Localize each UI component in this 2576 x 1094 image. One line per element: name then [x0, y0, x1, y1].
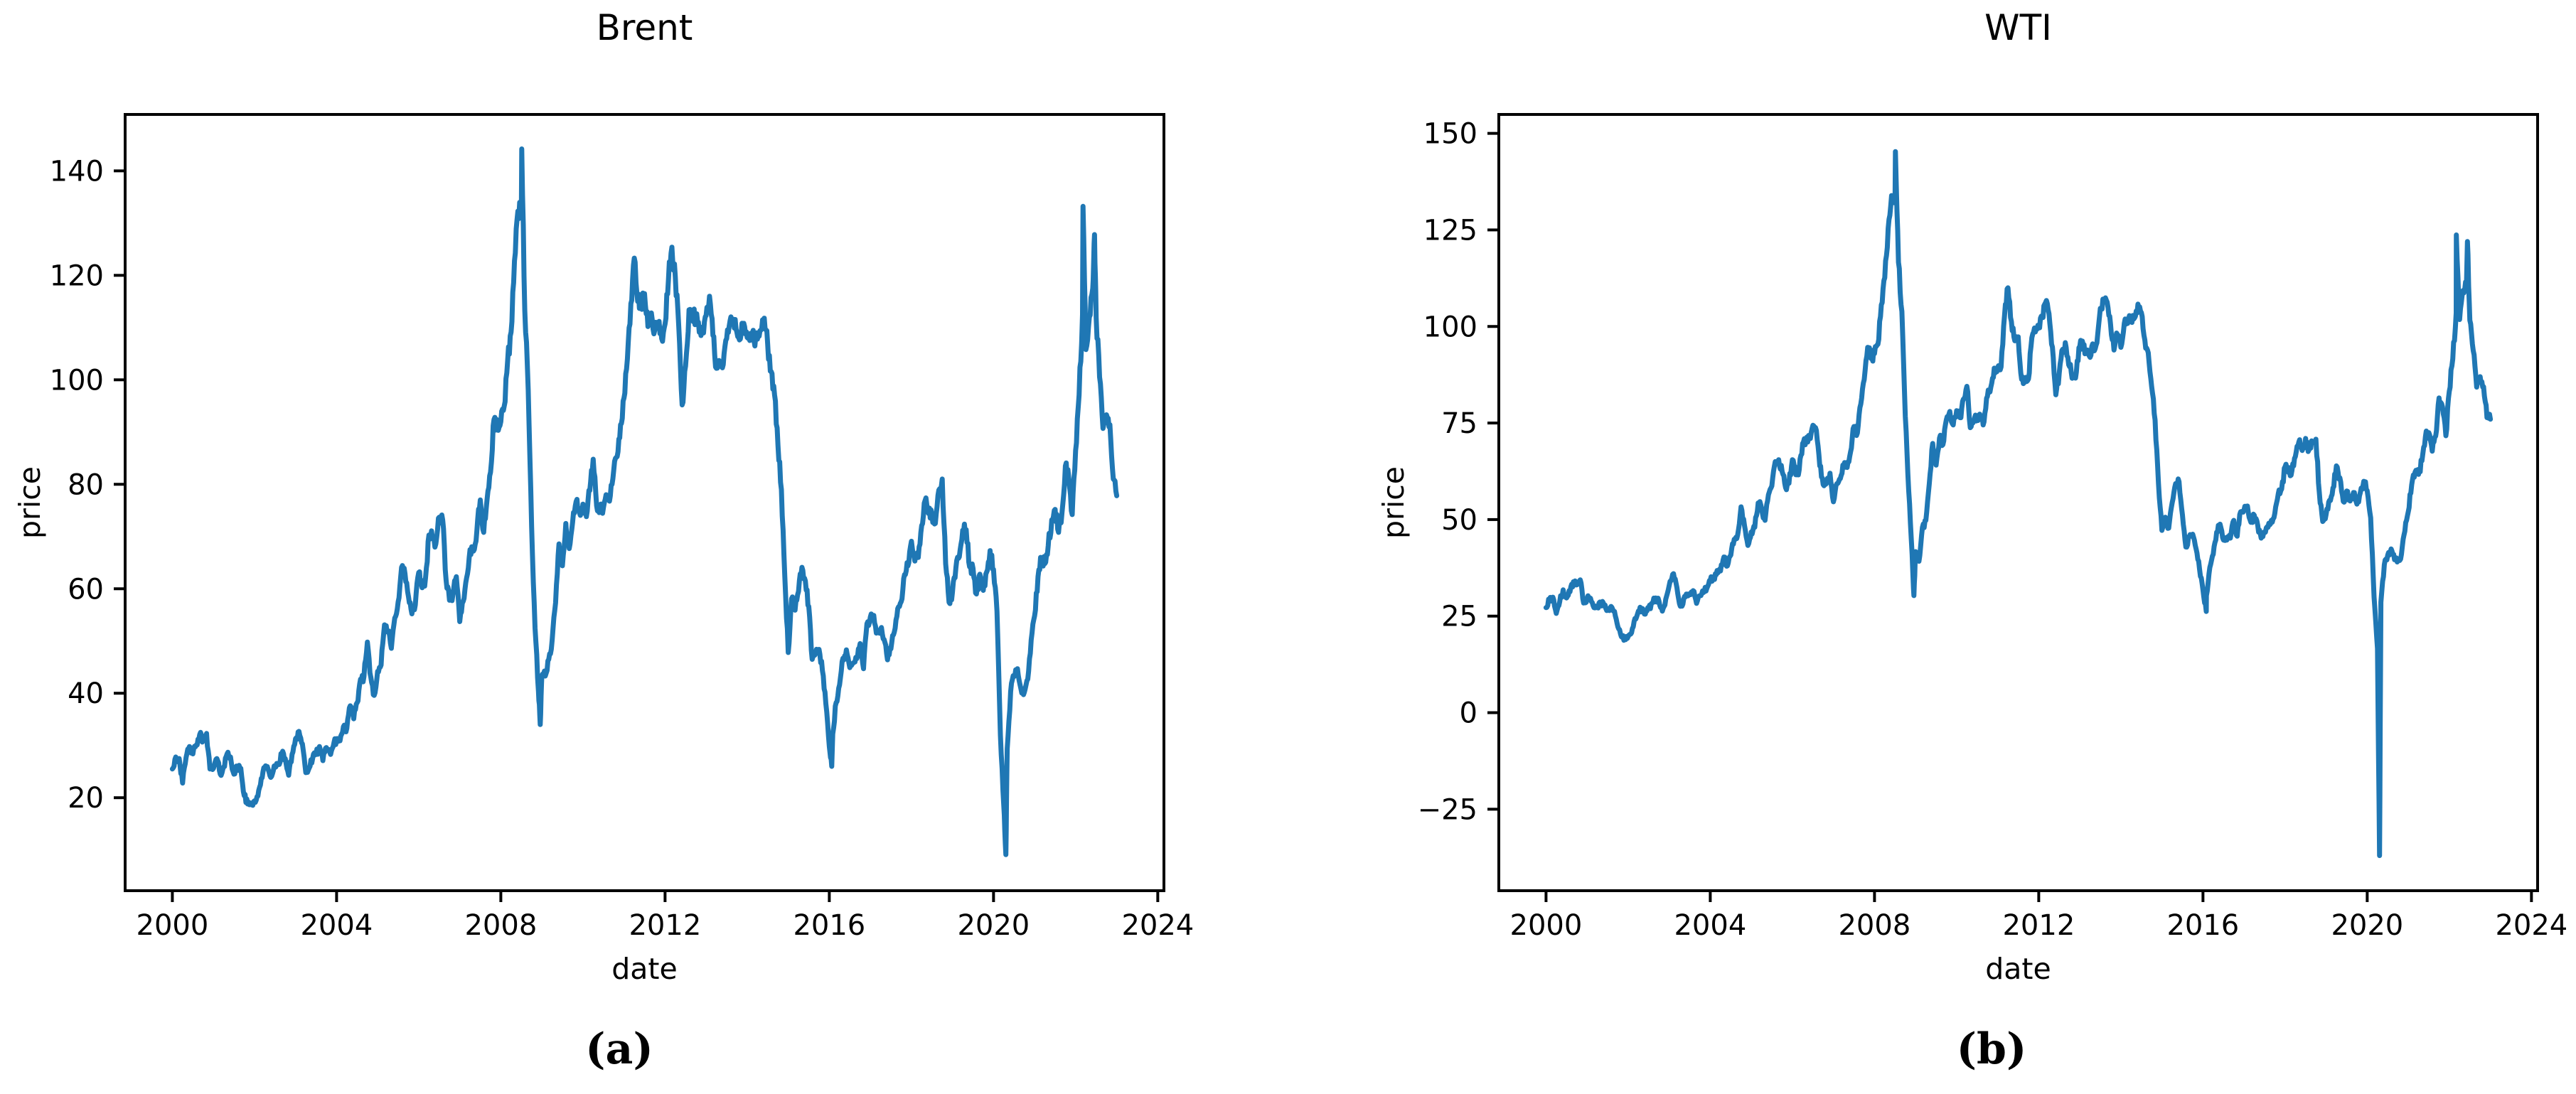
y-tick-label: 100	[50, 364, 104, 397]
chart-panel: 2000 2004 2008 2012 2016 2020 2024 20 40 60 80 100 1…	[50, 113, 1194, 942]
y-tick-label: 150	[1423, 118, 1477, 151]
x-tick-label: 2024	[1121, 909, 1194, 942]
x-tick-label: 2000	[1510, 909, 1583, 942]
x-tick-label: 2008	[1838, 909, 1910, 942]
y-tick-label: 0	[1460, 697, 1477, 730]
y-tick-label: 40	[68, 677, 104, 710]
x-axis-label-brent: date	[611, 952, 678, 986]
x-tick-label: 2012	[2002, 909, 2075, 942]
subfigure-caption-b: (b)	[1956, 1024, 2027, 1074]
chart-panel: 2000 2004 2008 2012 2016 2020 2024 −25 0 25 50 75 10…	[1418, 113, 2567, 942]
y-tick-label: 75	[1441, 407, 1477, 440]
plot-spines	[1497, 113, 2539, 892]
y-tick-label: 80	[68, 468, 104, 501]
x-tick-label: 2004	[1674, 909, 1746, 942]
price-line-series	[1543, 149, 2494, 859]
x-tick-label: 2008	[464, 909, 537, 942]
x-tick-label: 2020	[2331, 909, 2403, 942]
y-tick-label: 20	[68, 782, 104, 815]
x-axis-label-wti: date	[1985, 952, 2051, 986]
y-axis-label-brent: price	[13, 466, 47, 540]
price-line-series	[169, 146, 1120, 857]
x-tick-label: 2020	[957, 909, 1030, 942]
plot-spines	[124, 113, 1165, 892]
y-tick-label: 25	[1441, 601, 1477, 633]
x-tick-label: 2012	[629, 909, 701, 942]
y-tick-label: 120	[50, 259, 104, 292]
y-tick-label: 50	[1441, 504, 1477, 537]
y-tick-label: 100	[1423, 311, 1477, 343]
y-tick-label: 60	[68, 573, 104, 606]
chart-title-wti: WTI	[1984, 7, 2052, 48]
x-tick-label: 2016	[2166, 909, 2239, 942]
y-tick-label: 140	[50, 155, 104, 188]
x-tick-label: 2000	[137, 909, 209, 942]
chart-title-brent: Brent	[596, 7, 693, 48]
y-axis-label-wti: price	[1377, 466, 1411, 540]
y-tick-label: −25	[1418, 793, 1477, 826]
y-tick-label: 125	[1423, 214, 1477, 247]
x-tick-label: 2024	[2495, 909, 2567, 942]
x-tick-label: 2016	[793, 909, 865, 942]
subfigure-caption-a: (a)	[585, 1024, 653, 1074]
x-tick-label: 2004	[300, 909, 373, 942]
